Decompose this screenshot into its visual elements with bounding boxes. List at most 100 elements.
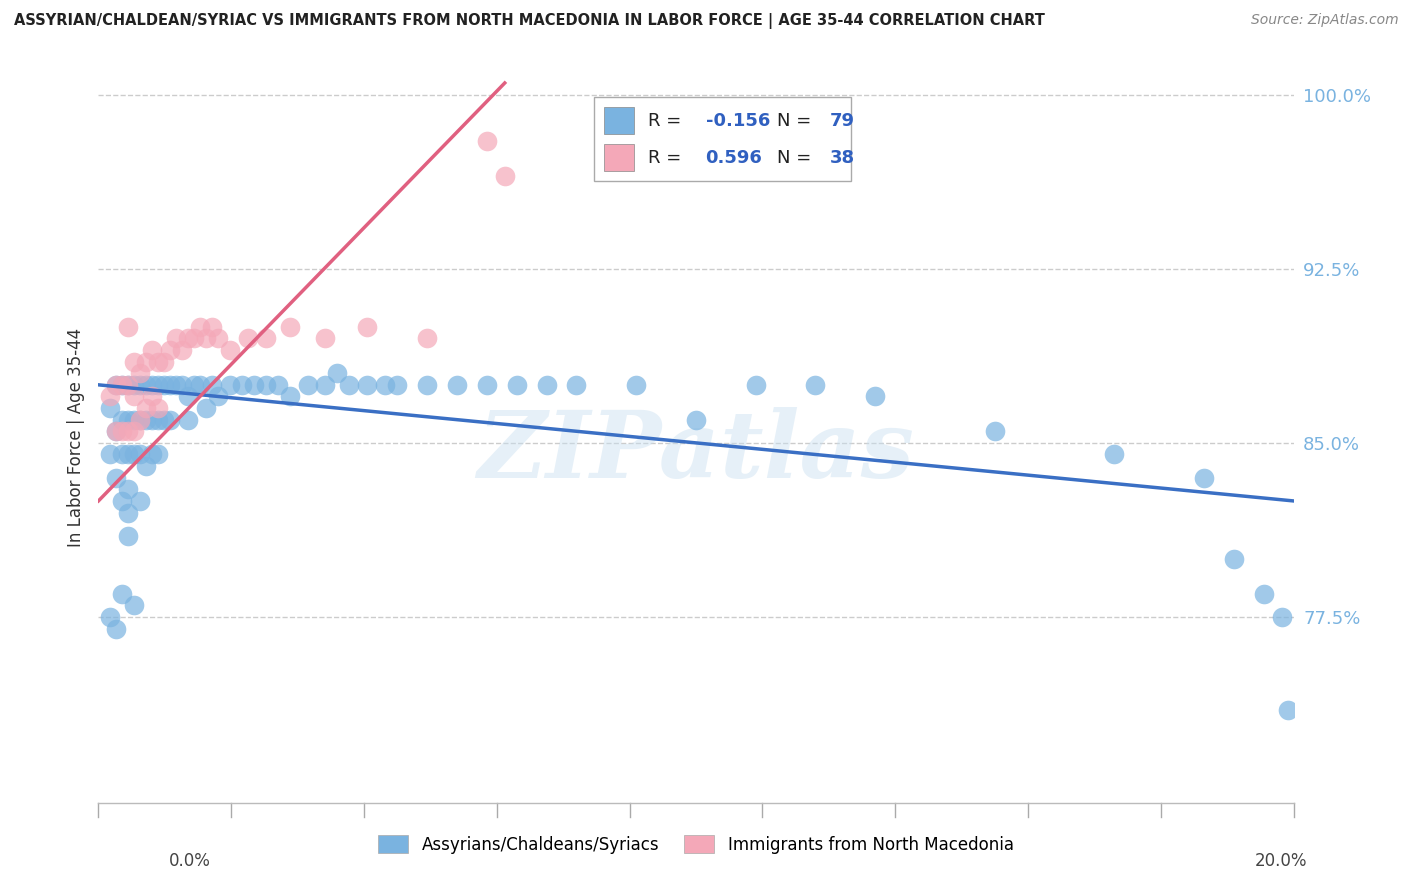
Point xyxy=(141,448,163,462)
Point xyxy=(129,412,152,426)
Point xyxy=(98,448,122,462)
Point xyxy=(159,343,181,357)
Point xyxy=(153,354,176,368)
Text: Source: ZipAtlas.com: Source: ZipAtlas.com xyxy=(1251,13,1399,28)
Point xyxy=(254,331,277,345)
Point xyxy=(159,412,181,426)
Point xyxy=(243,377,266,392)
Point xyxy=(124,389,146,403)
Point xyxy=(201,319,224,334)
Point xyxy=(117,377,139,392)
Point xyxy=(124,412,146,426)
Point xyxy=(117,377,139,392)
Text: 79: 79 xyxy=(830,112,855,129)
Point xyxy=(446,377,468,392)
Point xyxy=(141,389,163,403)
Point xyxy=(416,377,439,392)
Point xyxy=(475,377,498,392)
Point xyxy=(105,424,128,438)
Text: N =: N = xyxy=(778,112,817,129)
Point xyxy=(117,506,139,520)
Point xyxy=(565,377,588,392)
Point xyxy=(385,377,409,392)
Point xyxy=(356,319,378,334)
Point xyxy=(124,354,146,368)
Point xyxy=(117,412,139,426)
Point xyxy=(117,483,139,497)
Point xyxy=(105,377,128,392)
Point xyxy=(153,377,176,392)
Text: R =: R = xyxy=(648,112,688,129)
Point xyxy=(278,389,301,403)
Point xyxy=(141,343,163,357)
Point xyxy=(177,331,200,345)
Point xyxy=(297,377,319,392)
Text: 0.596: 0.596 xyxy=(706,149,762,167)
Bar xyxy=(605,144,634,171)
Point xyxy=(148,448,170,462)
Point xyxy=(536,377,558,392)
Text: ZIPatlas: ZIPatlas xyxy=(478,407,914,497)
Point xyxy=(177,412,200,426)
Point xyxy=(231,377,253,392)
Point xyxy=(804,377,827,392)
Point xyxy=(236,331,259,345)
Point xyxy=(105,377,128,392)
Text: R =: R = xyxy=(648,149,688,167)
Point xyxy=(105,622,128,636)
Point xyxy=(111,377,134,392)
Point xyxy=(141,377,163,392)
Point xyxy=(165,331,187,345)
FancyBboxPatch shape xyxy=(595,97,852,181)
Point xyxy=(1223,552,1246,566)
Point xyxy=(475,134,498,148)
Point xyxy=(141,412,163,426)
Point xyxy=(315,377,337,392)
Point xyxy=(183,331,205,345)
Point xyxy=(188,377,211,392)
Point xyxy=(148,401,170,415)
Y-axis label: In Labor Force | Age 35-44: In Labor Force | Age 35-44 xyxy=(66,327,84,547)
Point xyxy=(172,377,194,392)
Point xyxy=(267,377,290,392)
Point xyxy=(356,377,378,392)
Point xyxy=(416,331,439,345)
Point xyxy=(111,587,134,601)
Point xyxy=(506,377,529,392)
Point xyxy=(159,377,181,392)
Point xyxy=(339,377,361,392)
Point xyxy=(1104,448,1126,462)
Point xyxy=(188,319,211,334)
Point xyxy=(315,331,337,345)
Point xyxy=(153,412,176,426)
Point xyxy=(685,412,707,426)
Point xyxy=(278,319,301,334)
Point xyxy=(129,366,152,380)
Point xyxy=(207,331,229,345)
Point xyxy=(124,424,146,438)
Point xyxy=(745,377,768,392)
Point xyxy=(195,401,218,415)
Point xyxy=(124,599,146,613)
Point xyxy=(1271,610,1294,624)
Point xyxy=(124,377,146,392)
Text: -0.156: -0.156 xyxy=(706,112,770,129)
Point xyxy=(183,377,205,392)
Point xyxy=(165,377,187,392)
Point xyxy=(1277,703,1299,717)
Text: 38: 38 xyxy=(830,149,855,167)
Point xyxy=(117,319,139,334)
Point xyxy=(494,169,516,183)
Point xyxy=(98,610,122,624)
Point xyxy=(984,424,1007,438)
Point xyxy=(117,448,139,462)
Point xyxy=(111,412,134,426)
Point xyxy=(326,366,349,380)
Point xyxy=(105,471,128,485)
Point xyxy=(129,412,152,426)
Point xyxy=(626,377,648,392)
Legend: Assyrians/Chaldeans/Syriacs, Immigrants from North Macedonia: Assyrians/Chaldeans/Syriacs, Immigrants … xyxy=(371,829,1021,860)
Point xyxy=(135,459,157,474)
Point xyxy=(172,343,194,357)
Point xyxy=(111,494,134,508)
